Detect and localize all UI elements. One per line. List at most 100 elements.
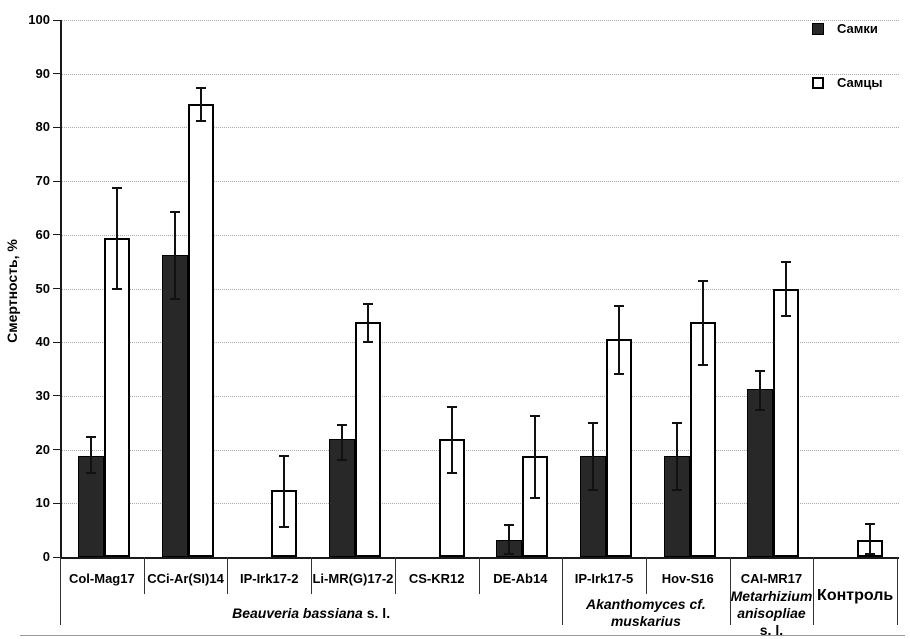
- error-cap-bottom: [614, 373, 625, 376]
- y-tick-label-20: 20: [35, 441, 50, 457]
- error-bar-Самцы-Hov-S16: [701, 280, 704, 366]
- bar-Самки-CAI-MR17: [747, 388, 774, 557]
- error-cap-top: [671, 421, 682, 424]
- group-label-line: anisopliae s. l.: [730, 605, 814, 639]
- error-cap-top: [697, 279, 708, 282]
- error-cap-bottom: [446, 472, 457, 475]
- y-tick-label-60: 60: [35, 226, 50, 242]
- bar-Самцы-CCi-Ar(SI)14: [187, 103, 214, 557]
- error-cap-top: [336, 423, 347, 426]
- y-tick-label-30: 30: [35, 387, 50, 403]
- error-cap-bottom: [362, 341, 373, 344]
- gridline-30: [62, 395, 899, 397]
- y-tick-label-100: 100: [28, 12, 50, 27]
- error-bar-Самки-CAI-MR17: [759, 371, 762, 410]
- error-cap-bottom: [85, 472, 96, 475]
- y-tick-label-10: 10: [35, 495, 50, 511]
- error-cap-top: [588, 421, 599, 424]
- x-category-label-DE-Ab14: DE-Ab14: [493, 570, 548, 586]
- error-bar-Самцы-Li-MR(G)17-2: [366, 303, 369, 343]
- error-bar-Самцы-Col-Mag17: [115, 187, 118, 289]
- legend-swatch-Самцы: [812, 76, 824, 89]
- group-label: Контроль: [813, 560, 897, 630]
- error-cap-bottom: [697, 364, 708, 367]
- error-cap-bottom: [781, 314, 792, 317]
- y-tick-mark-90: [53, 73, 60, 75]
- error-cap-top: [504, 523, 515, 526]
- category-separator: [394, 557, 396, 594]
- error-bar-Самки-Hov-S16: [675, 422, 678, 490]
- group-label-line: muskarius: [611, 613, 681, 630]
- error-cap-bottom: [504, 553, 515, 556]
- group-label: Metarhizium anisopliae s. l.: [730, 588, 814, 638]
- y-tick-mark-0: [53, 556, 60, 558]
- legend-item-Самцы: Самцы: [812, 75, 883, 90]
- bottom-divider: [20, 635, 905, 636]
- group-label: Akanthomyces cf. muskarius: [562, 592, 729, 634]
- y-tick-mark-50: [53, 288, 60, 289]
- y-tick-mark-60: [53, 234, 60, 236]
- error-cap-bottom: [671, 488, 682, 491]
- x-category-label-IP-Irk17-2: IP-Irk17-2: [239, 570, 299, 586]
- error-cap-top: [279, 455, 290, 458]
- legend-swatch-Самки: [812, 22, 824, 35]
- category-separator: [645, 557, 647, 594]
- bar-Самки-CCi-Ar(SI)14: [161, 254, 188, 557]
- bar-Самцы-Li-MR(G)17-2: [354, 321, 381, 557]
- y-tick-mark-20: [53, 449, 60, 451]
- x-category-label-CAI-MR17: CAI-MR17: [740, 570, 803, 586]
- error-cap-bottom: [195, 119, 206, 122]
- error-cap-bottom: [530, 497, 541, 500]
- gridline-10: [62, 503, 899, 505]
- error-cap-bottom: [336, 458, 347, 461]
- x-category-label-CS-KR12: CS-KR12: [408, 570, 465, 586]
- gridline-80: [62, 127, 899, 129]
- error-bar-Самцы-CS-KR12: [450, 407, 453, 474]
- gridline-70: [62, 181, 899, 183]
- group-label-line: Beauveria bassiana s. l.: [232, 605, 390, 622]
- error-cap-top: [530, 414, 541, 417]
- y-tick-mark-30: [53, 395, 60, 397]
- error-bar-Самцы-CAI-MR17: [785, 261, 788, 316]
- group-label-segment: s. l.: [759, 621, 784, 638]
- group-label-segment: Metarhizium: [730, 587, 813, 604]
- legend-item-Самки: Самки: [812, 21, 878, 36]
- group-label-segment: muskarius: [610, 613, 681, 629]
- category-separator: [227, 557, 229, 594]
- group-separator: [562, 557, 564, 625]
- group-separator-end: [897, 557, 898, 625]
- y-tick-mark-80: [53, 126, 60, 128]
- error-cap-top: [85, 435, 96, 438]
- error-cap-top: [111, 186, 122, 189]
- error-cap-top: [865, 522, 876, 525]
- x-category-label-Li-MR(G)17-2: Li-MR(G)17-2: [312, 570, 394, 586]
- legend-label: Самцы: [837, 75, 883, 90]
- error-cap-top: [362, 302, 373, 305]
- y-tick-label-90: 90: [35, 65, 50, 81]
- bar-Самцы-DE-Ab14: [522, 456, 549, 557]
- y-tick-mark-10: [53, 502, 60, 504]
- y-tick-label-40: 40: [35, 334, 50, 350]
- group-separator: [813, 557, 815, 625]
- category-separator: [143, 557, 145, 594]
- error-cap-bottom: [588, 488, 599, 491]
- group-label-segment: Beauveria bassiana: [232, 604, 363, 621]
- y-tick-label-70: 70: [35, 173, 50, 189]
- y-tick-mark-100: [53, 19, 60, 21]
- error-bar-Самки-Col-Mag17: [89, 436, 92, 474]
- error-bar-Самки-Li-MR(G)17-2: [340, 424, 343, 460]
- error-bar-Самцы-IP-Irk17-5: [618, 305, 621, 375]
- group-label-line: Akanthomyces cf.: [586, 596, 706, 613]
- error-cap-bottom: [279, 525, 290, 528]
- group-label-segment: s. l.: [362, 604, 391, 621]
- group-label-segment: Контроль: [817, 586, 894, 604]
- bar-Самцы-CAI-MR17: [773, 288, 800, 557]
- category-separator: [478, 557, 480, 594]
- x-category-label-CCi-Ar(SI)14: CCi-Ar(SI)14: [147, 570, 224, 586]
- gridline-40: [62, 342, 899, 344]
- y-tick-mark-40: [53, 341, 60, 343]
- error-bar-Самцы-IP-Irk17-2: [283, 456, 286, 527]
- gridline-20: [62, 449, 899, 451]
- y-tick-mark-70: [53, 180, 60, 182]
